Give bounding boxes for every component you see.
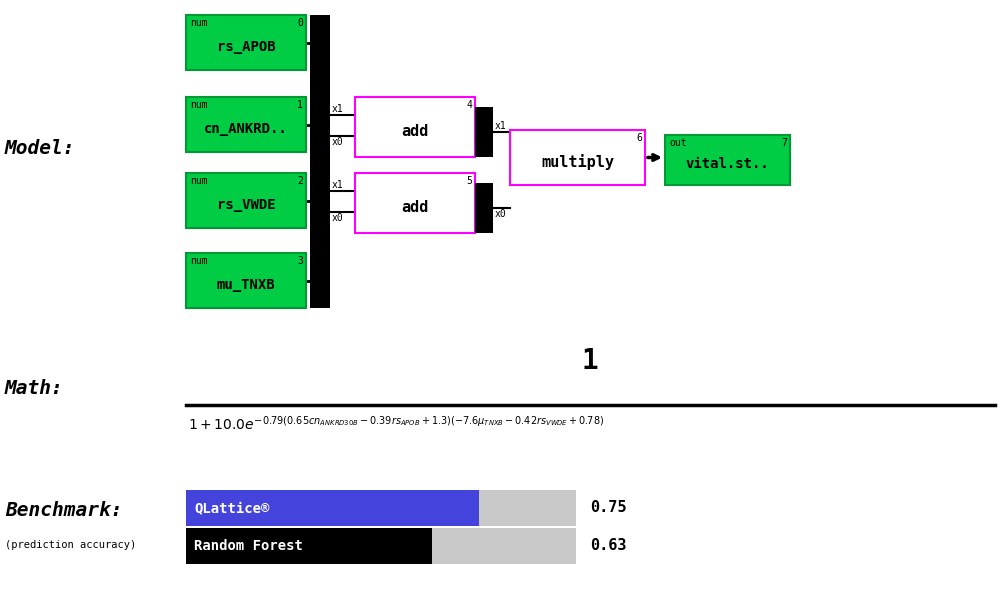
Text: Benchmark:: Benchmark: [5,500,123,519]
Text: x0: x0 [332,137,344,147]
Bar [186,97,306,152]
Bar [186,528,576,564]
Text: 0: 0 [297,18,303,28]
Text: num: num [190,176,208,186]
Text: vital.st..: vital.st.. [685,157,770,171]
Text: (prediction accuracy): (prediction accuracy) [5,540,137,550]
Bar [186,490,478,526]
Bar [355,97,475,157]
Bar [665,135,790,185]
Text: x1: x1 [332,180,344,190]
Text: 3: 3 [297,256,303,266]
Text: $1+10.0e^{-0.79(0.65cn_{ANKRD30B}-0.39rs_{APOB}+1.3)(-7.6\mu_{TNXB}-0.42rs_{VWDE: $1+10.0e^{-0.79(0.65cn_{ANKRD30B}-0.39rs… [188,415,604,433]
Bar [186,490,576,526]
Text: 0.75: 0.75 [590,500,626,516]
Bar [355,173,475,233]
Bar [186,528,432,564]
Text: x0: x0 [495,209,507,219]
Text: Random Forest: Random Forest [194,539,303,553]
Text: 6: 6 [636,133,642,143]
Text: 1: 1 [297,100,303,110]
Text: Math:: Math: [5,378,63,397]
Text: Model:: Model: [5,139,75,158]
Text: 2: 2 [297,176,303,186]
Text: add: add [401,123,429,139]
Text: rs_VWDE: rs_VWDE [217,198,275,211]
Text: multiply: multiply [541,153,614,169]
Text: QLattice®: QLattice® [194,501,269,515]
Text: num: num [190,100,208,110]
Bar [186,15,306,70]
Text: mu_TNXB: mu_TNXB [217,277,275,291]
Text: 5: 5 [466,176,472,186]
Bar [475,183,493,233]
Bar [475,107,493,157]
Bar [186,253,306,308]
Text: 4: 4 [466,100,472,110]
Text: 0.63: 0.63 [590,538,626,554]
Text: rs_APOB: rs_APOB [217,39,275,54]
Text: x1: x1 [332,104,344,114]
Text: 7: 7 [781,138,787,148]
Bar [310,15,330,308]
Text: 1: 1 [582,347,598,375]
Text: out: out [669,138,686,148]
Text: cn_ANKRD..: cn_ANKRD.. [204,121,287,136]
Text: num: num [190,18,208,28]
Text: add: add [401,200,429,214]
Text: x0: x0 [332,213,344,223]
Bar [510,130,645,185]
Text: num: num [190,256,208,266]
Bar [186,173,306,228]
Text: x1: x1 [495,121,507,131]
